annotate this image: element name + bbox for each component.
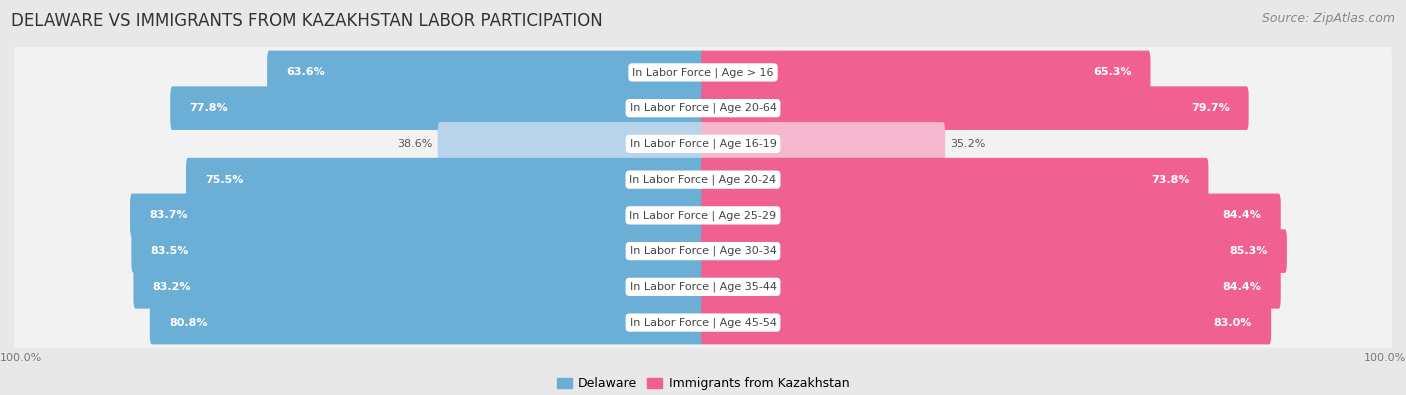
FancyBboxPatch shape: [170, 87, 704, 130]
FancyBboxPatch shape: [131, 229, 704, 273]
Text: 65.3%: 65.3%: [1092, 68, 1132, 77]
Text: 77.8%: 77.8%: [190, 103, 228, 113]
Text: DELAWARE VS IMMIGRANTS FROM KAZAKHSTAN LABOR PARTICIPATION: DELAWARE VS IMMIGRANTS FROM KAZAKHSTAN L…: [11, 12, 603, 30]
FancyBboxPatch shape: [702, 87, 1249, 130]
Text: In Labor Force | Age 25-29: In Labor Force | Age 25-29: [630, 210, 776, 221]
FancyBboxPatch shape: [702, 194, 1281, 237]
FancyBboxPatch shape: [14, 42, 1392, 103]
Text: 83.2%: 83.2%: [152, 282, 191, 292]
FancyBboxPatch shape: [267, 51, 704, 94]
Text: 38.6%: 38.6%: [398, 139, 433, 149]
Text: In Labor Force | Age 16-19: In Labor Force | Age 16-19: [630, 139, 776, 149]
Text: 79.7%: 79.7%: [1191, 103, 1230, 113]
Text: 73.8%: 73.8%: [1152, 175, 1189, 184]
FancyBboxPatch shape: [702, 51, 1150, 94]
FancyBboxPatch shape: [14, 221, 1392, 282]
FancyBboxPatch shape: [186, 158, 704, 201]
Text: 85.3%: 85.3%: [1229, 246, 1268, 256]
FancyBboxPatch shape: [14, 113, 1392, 174]
FancyBboxPatch shape: [702, 229, 1286, 273]
Text: In Labor Force | Age 20-64: In Labor Force | Age 20-64: [630, 103, 776, 113]
Text: 35.2%: 35.2%: [950, 139, 986, 149]
FancyBboxPatch shape: [702, 122, 945, 166]
Text: In Labor Force | Age 35-44: In Labor Force | Age 35-44: [630, 282, 776, 292]
Text: In Labor Force | Age 45-54: In Labor Force | Age 45-54: [630, 317, 776, 328]
Text: 84.4%: 84.4%: [1223, 211, 1261, 220]
FancyBboxPatch shape: [437, 122, 704, 166]
Text: 63.6%: 63.6%: [287, 68, 325, 77]
FancyBboxPatch shape: [134, 265, 704, 308]
Text: 83.5%: 83.5%: [150, 246, 188, 256]
FancyBboxPatch shape: [14, 292, 1392, 353]
Text: In Labor Force | Age 30-34: In Labor Force | Age 30-34: [630, 246, 776, 256]
Text: 75.5%: 75.5%: [205, 175, 243, 184]
FancyBboxPatch shape: [150, 301, 704, 344]
Text: 83.7%: 83.7%: [149, 211, 187, 220]
FancyBboxPatch shape: [129, 194, 704, 237]
FancyBboxPatch shape: [14, 185, 1392, 246]
Text: 84.4%: 84.4%: [1223, 282, 1261, 292]
Legend: Delaware, Immigrants from Kazakhstan: Delaware, Immigrants from Kazakhstan: [551, 372, 855, 395]
Text: In Labor Force | Age 20-24: In Labor Force | Age 20-24: [630, 174, 776, 185]
Text: 83.0%: 83.0%: [1213, 318, 1253, 327]
Text: In Labor Force | Age > 16: In Labor Force | Age > 16: [633, 67, 773, 78]
FancyBboxPatch shape: [702, 158, 1208, 201]
FancyBboxPatch shape: [14, 149, 1392, 210]
FancyBboxPatch shape: [702, 301, 1271, 344]
FancyBboxPatch shape: [14, 78, 1392, 139]
FancyBboxPatch shape: [702, 265, 1281, 308]
Text: 80.8%: 80.8%: [169, 318, 208, 327]
FancyBboxPatch shape: [14, 256, 1392, 317]
Text: Source: ZipAtlas.com: Source: ZipAtlas.com: [1261, 12, 1395, 25]
